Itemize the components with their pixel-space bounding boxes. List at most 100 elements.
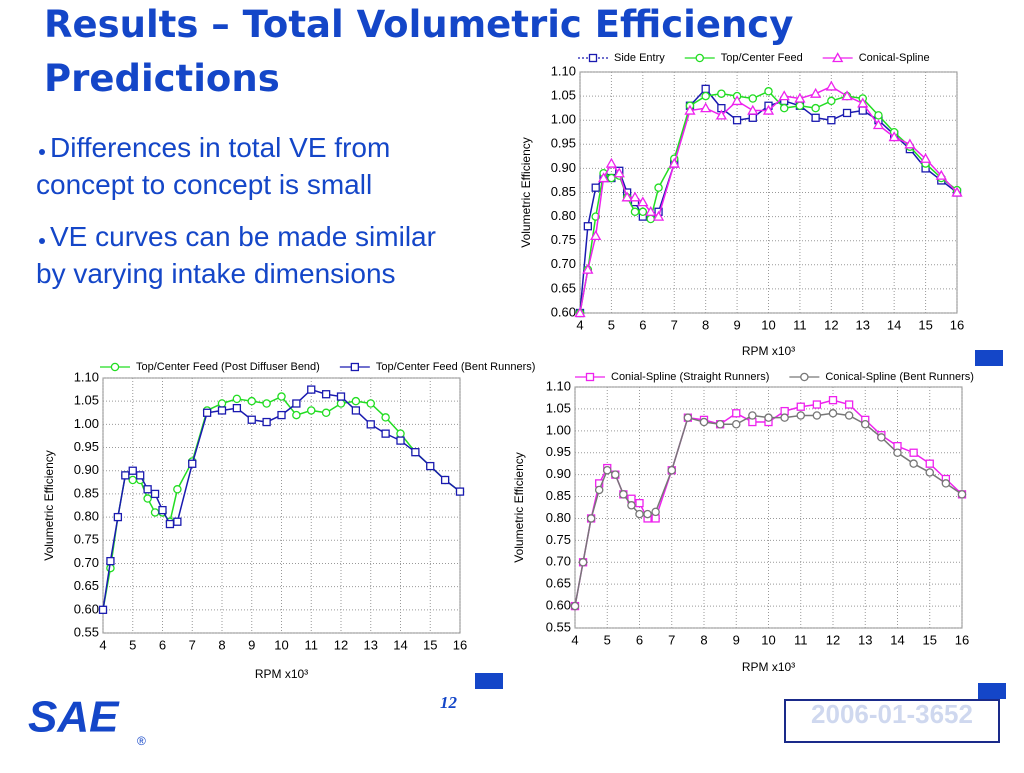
marker <box>651 507 660 517</box>
marker <box>336 399 346 408</box>
legend-marker <box>585 372 595 382</box>
x-axis-label: RPM x10³ <box>742 344 795 358</box>
x-tick-label: 6 <box>639 317 646 332</box>
marker <box>764 87 773 96</box>
y-tick-label: 0.85 <box>74 485 99 500</box>
x-tick-label: 14 <box>887 317 901 332</box>
marker <box>613 167 625 178</box>
marker <box>426 461 435 471</box>
marker <box>645 205 657 216</box>
marker <box>919 152 932 163</box>
marker <box>828 409 838 418</box>
y-tick-label: 0.65 <box>74 578 99 593</box>
marker <box>158 505 167 515</box>
marker <box>888 131 900 142</box>
x-tick-label: 7 <box>671 317 678 332</box>
legend-label: Side Entry <box>614 52 665 64</box>
y-tick-label: 0.90 <box>551 160 576 175</box>
marker <box>941 479 951 488</box>
marker <box>699 417 709 427</box>
marker <box>591 183 600 192</box>
marker <box>904 138 916 149</box>
marker <box>731 95 743 106</box>
marker <box>794 92 806 103</box>
y-tick-label: 0.60 <box>551 304 576 319</box>
y-tick-label: 0.70 <box>74 555 99 570</box>
bullet-dot <box>39 238 45 244</box>
x-tick-label: 10 <box>761 317 775 332</box>
y-tick-label: 0.80 <box>551 208 576 223</box>
marker <box>136 471 145 480</box>
y-tick-label: 0.70 <box>551 256 576 271</box>
marker <box>630 207 640 217</box>
x-tick-label: 6 <box>636 632 643 647</box>
marker <box>440 475 450 485</box>
marker <box>811 113 820 122</box>
x-tick-label: 16 <box>453 637 467 652</box>
y-axis-label: Volumetric Efficiency <box>512 452 526 563</box>
x-tick-label: 13 <box>364 637 378 652</box>
y-axis-label: Volumetric Efficiency <box>42 450 56 561</box>
id-box <box>784 699 1000 743</box>
marker <box>732 419 741 429</box>
page-number: 12 <box>440 693 458 712</box>
marker <box>321 408 331 418</box>
marker <box>381 429 390 438</box>
legend-label: Top/Center Feed (Post Diffuser Bend) <box>136 361 320 373</box>
marker <box>909 459 918 468</box>
legend-label: Conical-Spline (Bent Runners) <box>825 371 974 383</box>
marker <box>603 466 612 475</box>
marker <box>654 183 663 192</box>
marker <box>262 417 271 427</box>
marker <box>165 519 175 529</box>
y-tick-label: 0.55 <box>74 624 99 639</box>
marker <box>715 419 725 429</box>
legend-label: Conial-Spline (Straight Runners) <box>611 371 769 383</box>
marker <box>748 94 758 103</box>
y-tick-label: 0.75 <box>551 232 576 247</box>
y-tick-label: 0.55 <box>546 619 571 634</box>
y-tick-label: 0.95 <box>551 136 576 151</box>
marker <box>796 411 806 420</box>
x-tick-label: 5 <box>608 317 615 332</box>
marker <box>351 406 361 415</box>
y-tick-label: 1.10 <box>74 369 99 384</box>
marker <box>292 399 301 408</box>
bullet: Differences in total VE from concept to c… <box>36 132 390 200</box>
marker <box>128 475 137 485</box>
marker <box>113 512 123 522</box>
marker <box>574 307 586 318</box>
marker <box>232 394 242 404</box>
legend-marker <box>588 53 598 63</box>
marker <box>780 413 789 422</box>
y-tick-label: 1.05 <box>74 393 99 408</box>
marker <box>841 90 853 101</box>
x-tick-label: 4 <box>99 637 106 652</box>
marker <box>143 494 152 503</box>
x-tick-label: 4 <box>571 632 578 647</box>
marker <box>635 509 644 519</box>
x-tick-label: 14 <box>393 637 407 652</box>
ricardo-logo <box>975 350 1003 366</box>
marker <box>810 87 822 98</box>
x-tick-label: 5 <box>604 632 611 647</box>
legend-label: Top/Center Feed (Bent Runners) <box>376 361 536 373</box>
x-tick-label: 7 <box>189 637 196 652</box>
x-tick-label: 4 <box>576 317 583 332</box>
x-tick-label: 15 <box>923 632 937 647</box>
marker <box>842 108 852 118</box>
marker <box>629 191 641 202</box>
legend-marker <box>350 362 359 372</box>
y-tick-label: 0.95 <box>546 444 571 459</box>
marker <box>877 433 886 442</box>
marker <box>336 392 346 401</box>
y-tick-label: 0.75 <box>546 532 571 547</box>
marker <box>935 169 947 180</box>
marker <box>652 210 665 221</box>
x-axis-label: RPM x10³ <box>255 667 308 681</box>
x-tick-label: 9 <box>733 632 740 647</box>
marker <box>779 103 789 113</box>
marker <box>872 119 885 130</box>
y-tick-label: 0.90 <box>74 462 99 477</box>
